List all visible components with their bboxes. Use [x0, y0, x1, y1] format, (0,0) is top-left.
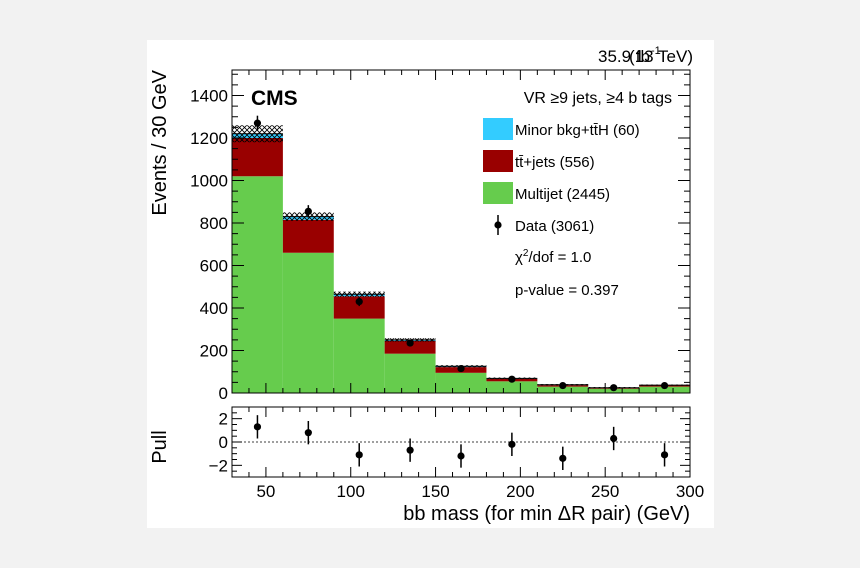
uncertainty-bin-3 [333, 291, 385, 297]
xtick-label-50: 50 [256, 482, 275, 501]
legend-marker-dot [494, 221, 502, 229]
main-ytick-label-1000: 1000 [190, 172, 228, 191]
pull-point-3 [355, 451, 363, 459]
cms-label: CMS [251, 87, 298, 110]
bar-ttjets-bin-2 [282, 219, 334, 253]
pull-y-axis-title: Pull [149, 430, 171, 463]
stacked-histogram [232, 133, 690, 393]
lumi-exponent: -1 [651, 45, 661, 57]
bar-multijet-bin-7 [537, 386, 589, 393]
bar-multijet-bin-2 [282, 252, 334, 393]
xtick-label-200: 200 [506, 482, 534, 501]
legend-swatch-1 [483, 118, 513, 140]
lumi-label: 35.9 fb [598, 47, 650, 66]
legend-label-3: Multijet (2445) [515, 186, 610, 203]
x-axis-title: bb mass (for min ΔR pair) (GeV) [403, 503, 690, 525]
legend-swatch-3 [483, 182, 513, 204]
main-ytick-label-1400: 1400 [190, 87, 228, 106]
data-point-1 [253, 119, 262, 127]
bar-multijet-bin-1 [232, 176, 283, 393]
xtick-label-300: 300 [676, 482, 704, 501]
legend-label-1: Minor bkg+tt̄H (60) [515, 122, 640, 139]
pull-point-2 [304, 429, 312, 437]
pull-ytick-label-0: 0 [219, 433, 228, 452]
main-y-axis-title: Events / 30 GeV [149, 69, 171, 215]
pull-point-4 [406, 446, 414, 454]
bar-ttjets-bin-1 [232, 138, 283, 177]
bar-multijet-bin-5 [435, 372, 487, 393]
main-x-axis-ticks [231, 70, 691, 393]
bar-ttjets-bin-3 [333, 296, 385, 319]
data-point-8 [610, 384, 618, 392]
legend-swatch-2 [483, 150, 513, 172]
bar-ttjets-bin-4 [384, 340, 436, 354]
data-point-4 [406, 339, 414, 347]
pull-point-6 [508, 440, 516, 448]
main-ytick-label-200: 200 [200, 342, 228, 361]
legend-label-4: Data (3061) [515, 218, 594, 235]
chi2-label: χ2/dof = 1.0 [515, 248, 591, 266]
bar-multijet-bin-3 [333, 318, 385, 393]
bar-multijet-bin-6 [486, 381, 538, 393]
pull-point-9 [660, 451, 669, 459]
xtick-label-150: 150 [421, 482, 449, 501]
main-ytick-label-800: 800 [200, 214, 228, 233]
data-point-5 [457, 364, 465, 373]
data-point-7 [559, 381, 567, 390]
data-points [253, 115, 669, 392]
main-ytick-label-0: 0 [219, 384, 228, 403]
pvalue-label: p-value = 0.397 [515, 282, 619, 299]
main-ytick-label-1200: 1200 [190, 129, 228, 148]
pull-point-1 [253, 423, 262, 431]
legend: Minor bkg+tt̄H (60) tt̄+jets (556) Multije… [483, 118, 640, 235]
bar-multijet-bin-9 [639, 386, 690, 393]
pull-ytick-label-2: 2 [219, 410, 228, 429]
pull-y-axis-ticks: −2 0 2 [209, 406, 690, 478]
pull-points [253, 415, 669, 470]
data-point-2 [304, 207, 312, 215]
main-ytick-label-400: 400 [200, 299, 228, 318]
region-label: VR ≥9 jets, ≥4 b tags [524, 90, 672, 107]
pull-point-5 [457, 452, 465, 460]
data-point-9 [660, 381, 669, 390]
xtick-label-250: 250 [591, 482, 619, 501]
xtick-label-100: 100 [337, 482, 365, 501]
bar-multijet-bin-4 [384, 353, 436, 393]
data-point-3 [355, 298, 363, 306]
uncertainty-bin-1 [232, 125, 283, 143]
main-y-axis-ticks: 0 200 400 600 800 1000 1200 1400 [190, 73, 690, 403]
figure-canvas: 0 200 400 600 800 1000 1200 1400 35.9 fb -1 (13… [147, 40, 714, 528]
energy-label: (13 TeV) [629, 47, 693, 66]
legend-label-2: tt̄+jets (556) [515, 154, 595, 171]
pull-x-axis-ticks: 50 100 150 200 250 300 [231, 407, 704, 501]
pull-point-8 [610, 434, 618, 443]
data-point-6 [508, 375, 516, 383]
main-plot-frame [231, 69, 691, 394]
main-ytick-label-600: 600 [200, 257, 228, 276]
pull-ytick-label--2: −2 [209, 456, 228, 475]
pull-point-7 [559, 454, 567, 462]
